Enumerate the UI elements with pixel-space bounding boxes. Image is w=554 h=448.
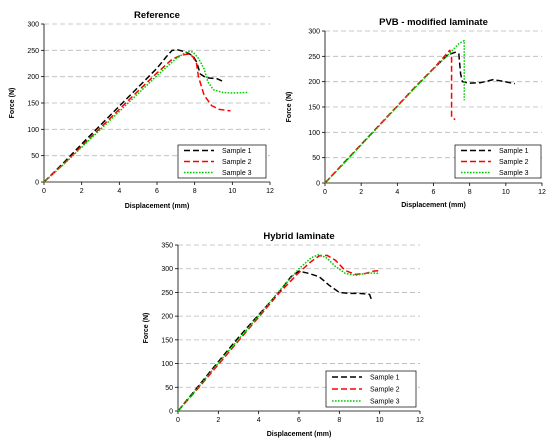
x-tick-label: 0 <box>42 188 46 195</box>
x-tick-label: 6 <box>297 417 301 424</box>
legend-box <box>177 144 267 179</box>
y-tick-label: 250 <box>161 290 173 297</box>
x-tick-label: 6 <box>432 189 436 196</box>
y-tick-label: 100 <box>161 361 173 368</box>
x-tick-label: 4 <box>257 417 261 424</box>
y-axis-label: Force (N) <box>286 92 293 123</box>
chart-title: Reference <box>134 10 180 21</box>
legend-label: Sample 3 <box>499 170 529 177</box>
x-tick-label: 10 <box>502 189 510 196</box>
x-tick-label: 8 <box>337 417 341 424</box>
x-tick-label: 10 <box>228 188 236 195</box>
legend-label: Sample 1 <box>222 148 252 155</box>
y-tick-label: 100 <box>308 130 320 137</box>
series-line-sample-1 <box>324 51 516 184</box>
y-tick-label: 200 <box>308 79 320 86</box>
x-tick-label: 10 <box>376 417 384 424</box>
legend-label: Sample 2 <box>499 159 529 166</box>
y-tick-label: 300 <box>27 22 39 29</box>
legend-label: Sample 1 <box>370 375 400 382</box>
legend-label: Sample 3 <box>222 170 252 177</box>
y-tick-label: 50 <box>165 385 173 392</box>
series-line-sample-2 <box>177 254 380 412</box>
series-line-sample-1 <box>177 270 373 412</box>
y-tick-label: 150 <box>161 337 173 344</box>
chart-title: PVB - modified laminate <box>379 17 488 28</box>
y-tick-label: 0 <box>169 409 173 416</box>
y-tick-label: 200 <box>27 74 39 81</box>
x-tick-label: 12 <box>266 188 274 195</box>
series-line-sample-2 <box>43 53 231 183</box>
x-tick-label: 8 <box>468 189 472 196</box>
legend-box <box>454 144 542 179</box>
legend-label: Sample 2 <box>370 387 400 394</box>
y-tick-label: 250 <box>308 54 320 61</box>
y-tick-label: 0 <box>35 180 39 187</box>
series-line-sample-3 <box>43 50 248 183</box>
y-tick-label: 0 <box>316 181 320 188</box>
pvb-modified-laminate-chart: 0 50 100 150 200 250 300 0 2 4 6 8 10 12 PVB - modifie… <box>286 17 546 209</box>
y-tick-label: 350 <box>161 243 173 250</box>
x-tick-label: 4 <box>395 189 399 196</box>
y-tick-label: 50 <box>312 155 320 162</box>
x-axis-label: Displacement (mm) <box>267 431 332 438</box>
legend-label: Sample 3 <box>370 399 400 406</box>
y-tick-label: 100 <box>27 127 39 134</box>
y-tick-label: 150 <box>27 101 39 108</box>
series-line-sample-3 <box>324 39 465 184</box>
x-tick-label: 0 <box>176 417 180 424</box>
x-tick-label: 12 <box>538 189 546 196</box>
y-tick-label: 250 <box>27 48 39 55</box>
reference-chart: 0 50 100 150 200 250 300 0 2 4 6 8 10 12 Reference Disp… <box>9 10 274 210</box>
hybrid-laminate-chart: 0 50 100 150 200 250 300 350 0 2 4 6 8 10 12 Hybrid lam… <box>143 231 424 438</box>
legend-label: Sample 1 <box>499 148 529 155</box>
y-tick-label: 300 <box>308 29 320 36</box>
x-tick-label: 2 <box>216 417 220 424</box>
y-tick-label: 300 <box>161 266 173 273</box>
x-tick-label: 0 <box>323 189 327 196</box>
legend-label: Sample 2 <box>222 159 252 166</box>
x-axis-label: Displacement (mm) <box>401 202 466 209</box>
x-tick-label: 4 <box>117 188 121 195</box>
x-tick-label: 2 <box>359 189 363 196</box>
y-tick-label: 200 <box>161 314 173 321</box>
series-line-sample-1 <box>43 49 224 183</box>
series-line-sample-3 <box>177 253 380 412</box>
chart-title: Hybrid laminate <box>263 231 334 242</box>
y-tick-label: 150 <box>308 105 320 112</box>
y-axis-label: Force (N) <box>143 313 150 344</box>
y-tick-label: 50 <box>31 153 39 160</box>
x-tick-label: 8 <box>193 188 197 195</box>
x-tick-label: 6 <box>155 188 159 195</box>
x-axis-label: Displacement (mm) <box>125 203 190 210</box>
y-axis-label: Force (N) <box>9 88 16 119</box>
x-tick-label: 2 <box>80 188 84 195</box>
x-tick-label: 12 <box>416 417 424 424</box>
